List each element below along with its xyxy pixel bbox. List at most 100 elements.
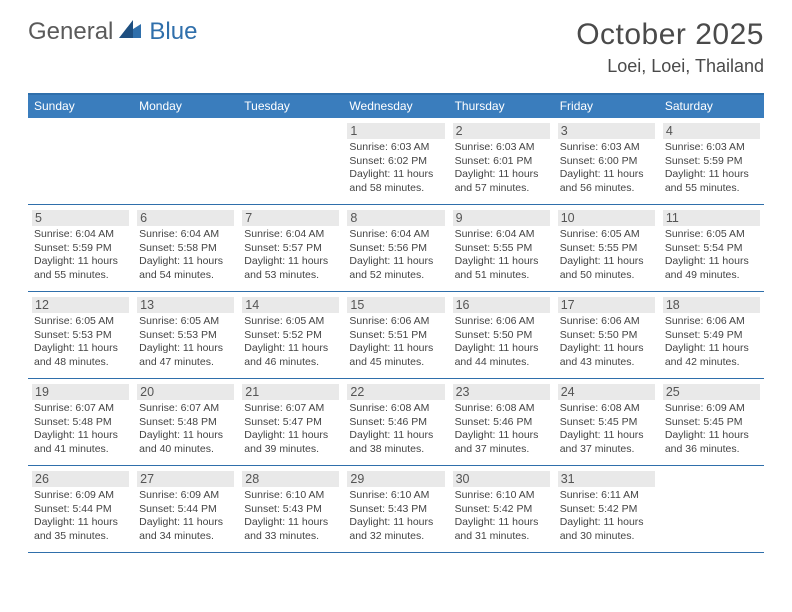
sunrise-text: Sunrise: 6:05 AM — [34, 315, 127, 329]
daylight-text: Daylight: 11 hours and 58 minutes. — [349, 168, 442, 195]
sunrise-text: Sunrise: 6:10 AM — [244, 489, 337, 503]
sunset-text: Sunset: 5:46 PM — [349, 416, 442, 430]
day-info: Sunrise: 6:06 AMSunset: 5:50 PMDaylight:… — [453, 315, 550, 370]
day-cell: 2Sunrise: 6:03 AMSunset: 6:01 PMDaylight… — [449, 118, 554, 204]
day-cell: 7Sunrise: 6:04 AMSunset: 5:57 PMDaylight… — [238, 205, 343, 291]
sunrise-text: Sunrise: 6:07 AM — [34, 402, 127, 416]
sunrise-text: Sunrise: 6:09 AM — [139, 489, 232, 503]
day-cell: 4 Sunrise: 6:03 AMSunset: 5:59 PMDaylight… — [659, 118, 764, 204]
daylight-text: Daylight: 11 hours and 45 minutes. — [349, 342, 442, 369]
daylight-text: Daylight: 11 hours and 31 minutes. — [455, 516, 548, 543]
sunrise-text: Sunrise: 6:04 AM — [244, 228, 337, 242]
sunset-text: Sunset: 5:53 PM — [34, 329, 127, 343]
day-cell: 18Sunrise: 6:06 AMSunset: 5:49 PMDayligh… — [659, 292, 764, 378]
day-info: Sunrise: 6:09 AMSunset: 5:44 PMDaylight:… — [32, 489, 129, 544]
header: General Blue October 2025 Loei, Loei, Th… — [0, 0, 792, 83]
weekday-header-row: SundayMondayTuesdayWednesdayThursdayFrid… — [28, 95, 764, 118]
day-cell: 22Sunrise: 6:08 AMSunset: 5:46 PMDayligh… — [343, 379, 448, 465]
logo-mark-icon — [119, 20, 145, 45]
empty-day-cell — [238, 118, 343, 204]
sunrise-text: Sunrise: 6:10 AM — [455, 489, 548, 503]
day-cell: 14Sunrise: 6:05 AMSunset: 5:52 PMDayligh… — [238, 292, 343, 378]
daylight-text: Daylight: 11 hours and 56 minutes. — [560, 168, 653, 195]
daylight-text: Daylight: 11 hours and 44 minutes. — [455, 342, 548, 369]
sunrise-text: Sunrise: 6:04 AM — [139, 228, 232, 242]
day-info: Sunrise: 6:10 AMSunset: 5:43 PMDaylight:… — [242, 489, 339, 544]
weekday-header: Sunday — [28, 95, 133, 118]
day-info: Sunrise: 6:03 AMSunset: 5:59 PMDaylight:… — [663, 141, 760, 196]
sunset-text: Sunset: 5:42 PM — [560, 503, 653, 517]
month-title: October 2025 — [576, 18, 764, 52]
sunrise-text: Sunrise: 6:03 AM — [560, 141, 653, 155]
weekday-header: Saturday — [659, 95, 764, 118]
sunset-text: Sunset: 5:48 PM — [34, 416, 127, 430]
weekday-header: Tuesday — [238, 95, 343, 118]
sunset-text: Sunset: 5:50 PM — [560, 329, 653, 343]
sunrise-text: Sunrise: 6:05 AM — [244, 315, 337, 329]
day-info: Sunrise: 6:11 AMSunset: 5:42 PMDaylight:… — [558, 489, 655, 544]
logo: General Blue — [28, 18, 197, 46]
day-info: Sunrise: 6:04 AMSunset: 5:57 PMDaylight:… — [242, 228, 339, 283]
day-number: 6 — [137, 210, 234, 226]
day-info: Sunrise: 6:05 AMSunset: 5:53 PMDaylight:… — [137, 315, 234, 370]
sunrise-text: Sunrise: 6:08 AM — [349, 402, 442, 416]
sunrise-text: Sunrise: 6:07 AM — [244, 402, 337, 416]
daylight-text: Daylight: 11 hours and 39 minutes. — [244, 429, 337, 456]
daylight-text: Daylight: 11 hours and 51 minutes. — [455, 255, 548, 282]
sunset-text: Sunset: 5:58 PM — [139, 242, 232, 256]
sunrise-text: Sunrise: 6:05 AM — [560, 228, 653, 242]
sunrise-text: Sunrise: 6:03 AM — [665, 141, 758, 155]
day-info: Sunrise: 6:04 AMSunset: 5:59 PMDaylight:… — [32, 228, 129, 283]
sunrise-text: Sunrise: 6:05 AM — [665, 228, 758, 242]
day-info: Sunrise: 6:08 AMSunset: 5:46 PMDaylight:… — [453, 402, 550, 457]
day-cell: 16 Sunrise: 6:06 AMSunset: 5:50 PMDayligh… — [449, 292, 554, 378]
day-number: 24 — [558, 384, 655, 400]
day-cell: 29Sunrise: 6:10 AMSunset: 5:43 PMDayligh… — [343, 466, 448, 552]
daylight-text: Daylight: 11 hours and 40 minutes. — [139, 429, 232, 456]
day-number: 21 — [242, 384, 339, 400]
day-info: Sunrise: 6:09 AMSunset: 5:45 PMDaylight:… — [663, 402, 760, 457]
daylight-text: Daylight: 11 hours and 53 minutes. — [244, 255, 337, 282]
day-number: 16 — [453, 297, 550, 313]
daylight-text: Daylight: 11 hours and 43 minutes. — [560, 342, 653, 369]
day-cell: 6 Sunrise: 6:04 AMSunset: 5:58 PMDaylight… — [133, 205, 238, 291]
day-info: Sunrise: 6:03 AMSunset: 6:00 PMDaylight:… — [558, 141, 655, 196]
day-number: 27 — [137, 471, 234, 487]
sunset-text: Sunset: 5:44 PM — [34, 503, 127, 517]
day-info: Sunrise: 6:07 AMSunset: 5:47 PMDaylight:… — [242, 402, 339, 457]
sunset-text: Sunset: 5:55 PM — [560, 242, 653, 256]
sunset-text: Sunset: 5:44 PM — [139, 503, 232, 517]
day-number: 4 — [663, 123, 760, 139]
daylight-text: Daylight: 11 hours and 32 minutes. — [349, 516, 442, 543]
day-number: 19 — [32, 384, 129, 400]
day-cell: 23 Sunrise: 6:08 AMSunset: 5:46 PMDayligh… — [449, 379, 554, 465]
day-number: 23 — [453, 384, 550, 400]
day-number: 20 — [137, 384, 234, 400]
day-info: Sunrise: 6:04 AMSunset: 5:55 PMDaylight:… — [453, 228, 550, 283]
day-number: 1 — [347, 123, 444, 139]
day-number: 14 — [242, 297, 339, 313]
day-number: 22 — [347, 384, 444, 400]
daylight-text: Daylight: 11 hours and 57 minutes. — [455, 168, 548, 195]
daylight-text: Daylight: 11 hours and 42 minutes. — [665, 342, 758, 369]
day-cell: 11Sunrise: 6:05 AMSunset: 5:54 PMDayligh… — [659, 205, 764, 291]
daylight-text: Daylight: 11 hours and 49 minutes. — [665, 255, 758, 282]
day-cell: 28 Sunrise: 6:10 AMSunset: 5:43 PMDayligh… — [238, 466, 343, 552]
empty-day-cell — [28, 118, 133, 204]
sunset-text: Sunset: 5:49 PM — [665, 329, 758, 343]
daylight-text: Daylight: 11 hours and 55 minutes. — [665, 168, 758, 195]
daylight-text: Daylight: 11 hours and 33 minutes. — [244, 516, 337, 543]
day-number: 28 — [242, 471, 339, 487]
day-info: Sunrise: 6:07 AMSunset: 5:48 PMDaylight:… — [137, 402, 234, 457]
sunset-text: Sunset: 5:51 PM — [349, 329, 442, 343]
daylight-text: Daylight: 11 hours and 54 minutes. — [139, 255, 232, 282]
day-info: Sunrise: 6:06 AMSunset: 5:50 PMDaylight:… — [558, 315, 655, 370]
daylight-text: Daylight: 11 hours and 55 minutes. — [34, 255, 127, 282]
day-info: Sunrise: 6:07 AMSunset: 5:48 PMDaylight:… — [32, 402, 129, 457]
day-cell: 17Sunrise: 6:06 AMSunset: 5:50 PMDayligh… — [554, 292, 659, 378]
day-number: 12 — [32, 297, 129, 313]
day-cell: 13Sunrise: 6:05 AMSunset: 5:53 PMDayligh… — [133, 292, 238, 378]
daylight-text: Daylight: 11 hours and 48 minutes. — [34, 342, 127, 369]
day-cell: 21 Sunrise: 6:07 AMSunset: 5:47 PMDayligh… — [238, 379, 343, 465]
sunset-text: Sunset: 5:42 PM — [455, 503, 548, 517]
